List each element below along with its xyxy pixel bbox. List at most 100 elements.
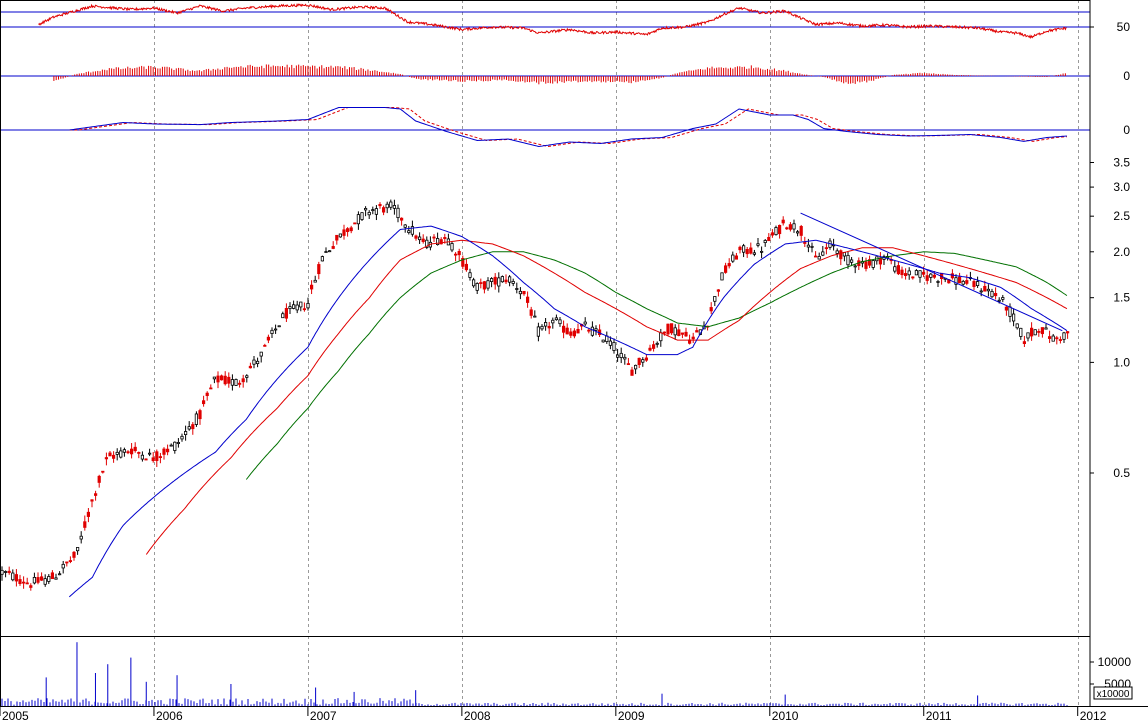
candle-body-down	[97, 475, 101, 483]
candle-body-down	[958, 276, 962, 284]
year-label-2011: 2011	[926, 709, 952, 723]
candle-body-down	[734, 255, 739, 260]
candle-body-up	[306, 303, 310, 309]
candle-body-down	[439, 239, 443, 245]
candle-body-up	[533, 315, 537, 318]
candle-body-up	[173, 441, 177, 451]
candle-body-up	[792, 223, 796, 230]
candle-body-up	[497, 277, 501, 287]
candle-body-down	[83, 521, 87, 528]
candle-body-down	[666, 323, 670, 335]
candle-body-down	[922, 271, 926, 275]
candle-body-up	[918, 270, 922, 278]
candle-body-down	[724, 265, 728, 273]
candle-body-down	[781, 219, 785, 224]
candle-body-up	[616, 354, 620, 358]
candle-body-up	[986, 288, 991, 292]
candle-body-up	[374, 208, 379, 215]
candle-body-up	[1019, 327, 1023, 337]
candle-body-up	[1033, 329, 1037, 336]
candle-body-up	[634, 364, 638, 370]
candle-body-up	[324, 251, 328, 253]
candle-body-up	[252, 359, 256, 365]
candle-body-down	[526, 296, 530, 303]
candle-body-up	[1026, 332, 1030, 339]
candle-body-up	[551, 319, 555, 324]
macd-line	[69, 107, 1067, 148]
candle-body-up	[673, 327, 677, 336]
candle-body-up	[1044, 327, 1048, 330]
candle-body-down	[670, 323, 674, 334]
candle-body-down	[637, 357, 641, 366]
candle-body-down	[814, 255, 818, 258]
candle-body-up	[489, 278, 494, 282]
candle-body-up	[961, 280, 965, 285]
candle-body-down	[248, 365, 252, 369]
candle-body-up	[1012, 313, 1016, 322]
candle-body-down	[378, 204, 382, 207]
candle-body-up	[468, 272, 472, 278]
candle-body-up	[1062, 332, 1066, 340]
candle-body-up	[846, 254, 850, 266]
candle-body-down	[677, 329, 681, 337]
candle-body-down	[158, 456, 162, 459]
candle-body-up	[212, 376, 216, 380]
candle-body-down	[29, 585, 33, 588]
candle-body-up	[583, 321, 587, 325]
candle-body-down	[349, 227, 353, 232]
candle-body-down	[587, 329, 591, 332]
candle-body-up	[76, 547, 80, 552]
candle-body-down	[464, 263, 469, 271]
price-tick-label-2.0: 2.0	[1113, 245, 1130, 259]
candle-body-up	[623, 356, 627, 360]
candle-body-down	[932, 274, 937, 278]
candle-body-up	[655, 342, 659, 345]
candle-body-down	[317, 264, 321, 275]
histogram-tick-label: 0	[1123, 69, 1130, 83]
candle-body-up	[471, 279, 476, 287]
candle-body-up	[594, 328, 598, 331]
candle-body-down	[738, 246, 742, 251]
candle-body-down	[824, 247, 829, 250]
candle-body-up	[360, 212, 364, 220]
indicator-1-panel	[0, 2, 1090, 40]
candle-body-down	[201, 400, 206, 405]
candle-body-up	[850, 259, 854, 263]
candle-body-up	[61, 563, 65, 569]
candle-body-up	[821, 251, 825, 256]
candle-body-down	[868, 259, 872, 266]
candle-body-down	[716, 289, 721, 292]
candle-body-up	[752, 252, 757, 255]
candle-body-down	[662, 331, 667, 334]
candle-body-up	[255, 360, 260, 365]
candle-body-up	[619, 352, 623, 358]
volume-panel	[1, 642, 1068, 706]
candle-body-down	[241, 378, 245, 383]
candle-body-down	[745, 249, 749, 255]
candle-body-down	[983, 285, 987, 292]
candle-body-down	[137, 452, 141, 454]
candle-body-up	[475, 283, 479, 291]
candle-body-down	[36, 577, 40, 583]
candle-body-up	[119, 450, 123, 458]
candle-body-down	[972, 281, 976, 287]
candle-body-up	[270, 329, 274, 334]
candle-body-down	[1040, 327, 1044, 335]
candle-body-up	[756, 243, 760, 246]
candle-body-up	[936, 281, 940, 283]
candle-body-down	[165, 448, 170, 453]
price-panel	[0, 199, 1070, 598]
candle-body-up	[763, 240, 767, 244]
candle-body-down	[151, 457, 155, 462]
candle-body-up	[356, 214, 361, 225]
candle-body-down	[18, 579, 22, 584]
candle-body-up	[518, 290, 523, 295]
price-tick-label-3.5: 3.5	[1113, 155, 1130, 169]
candle-body-down	[457, 251, 461, 256]
candle-body-up	[806, 244, 811, 248]
candle-body-up	[731, 254, 735, 262]
candle-body-up	[417, 236, 422, 241]
candle-body-up	[230, 379, 234, 386]
candle-body-down	[129, 448, 134, 455]
candle-body-up	[558, 319, 562, 325]
